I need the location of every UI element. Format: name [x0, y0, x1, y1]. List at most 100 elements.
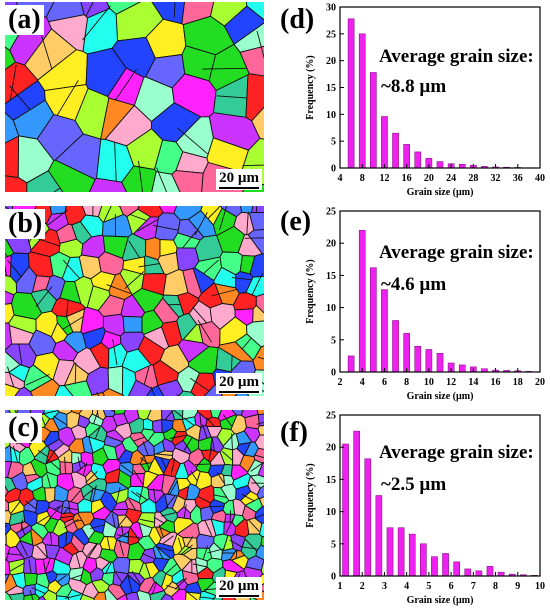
twin-boundary	[136, 218, 160, 232]
y-tick-label: 20	[326, 239, 336, 250]
y-axis-label: Frequency (%)	[305, 259, 316, 324]
twin-boundary	[46, 449, 56, 464]
histogram-bar	[414, 151, 422, 169]
twin-boundary	[254, 513, 264, 520]
twin-boundary	[142, 441, 150, 457]
histogram-svg: 4 8 12 16 20 24 28 32 36 40 0 5 10 15 20 25 30 Grain size…	[305, 3, 545, 199]
scale-bar-a: 20 µm	[216, 169, 262, 190]
twin-boundary	[240, 546, 257, 550]
grain	[251, 206, 264, 214]
twin-boundary	[36, 545, 48, 558]
twin-boundary	[257, 356, 264, 360]
histogram-bar	[358, 230, 366, 373]
histogram-bar	[486, 566, 494, 577]
average-grain-size-value: ~2.5 µm	[381, 474, 447, 495]
twin-boundary	[5, 206, 12, 212]
twin-boundary	[44, 558, 51, 574]
twin-boundary	[242, 164, 264, 167]
twin-boundary	[46, 209, 68, 226]
twin-boundary	[64, 594, 82, 599]
x-tick-label: 8	[360, 173, 365, 184]
x-tick-label: 24	[446, 173, 456, 184]
y-tick-label: 15	[326, 83, 336, 94]
y-tick-label: 25	[326, 207, 336, 218]
x-tick-label: 2	[360, 581, 365, 592]
y-tick-label: 5	[331, 539, 336, 550]
histogram-svg: 2 4 6 8 10 12 14 16 18 20 0 5 10 15 20 25 Grain size (µm…	[305, 207, 545, 403]
twin-boundary	[139, 518, 157, 523]
x-tick-label: 1	[338, 581, 343, 592]
grain	[247, 229, 264, 255]
twin-boundary	[156, 546, 173, 552]
x-tick-label: 36	[513, 173, 523, 184]
panel-label-b: (b)	[5, 209, 46, 239]
histogram-f: 1 2 3 4 5 6 7 8 9 10 0 5 10 15 20 25 Grain size (µm) Freq…	[280, 408, 550, 608]
histogram-bar	[442, 553, 449, 577]
x-tick-label: 6	[449, 581, 454, 592]
twin-boundary	[42, 410, 59, 415]
x-tick-label: 3	[382, 581, 387, 592]
histogram-bar	[414, 345, 422, 373]
grain	[252, 304, 264, 323]
panel-label-a: (a)	[5, 5, 44, 35]
x-tick-label: 10	[424, 377, 434, 388]
histogram-e: 2 4 6 8 10 12 14 16 18 20 0 5 10 15 20 25 Grain size (µm…	[280, 204, 550, 404]
twin-boundary	[10, 562, 25, 572]
y-tick-label: 0	[331, 368, 336, 379]
histogram-bar	[370, 267, 377, 373]
twin-boundary	[29, 590, 34, 600]
average-grain-size-label: Average grain size:	[379, 242, 534, 263]
histogram-bar	[370, 72, 377, 169]
twin-boundary	[199, 412, 202, 430]
grain	[138, 562, 151, 580]
scale-bar-text: 20 µm	[219, 578, 259, 594]
twin-boundary	[251, 482, 264, 484]
scale-bar-line	[219, 187, 259, 189]
x-tick-label: 20	[424, 173, 434, 184]
twin-boundary	[14, 410, 17, 413]
average-grain-size-value: ~4.6 µm	[381, 274, 447, 295]
twin-boundary	[189, 377, 212, 394]
twin-boundary	[85, 471, 98, 484]
y-tick-label: 10	[326, 303, 336, 314]
histogram-bar	[436, 353, 444, 373]
twin-boundary	[92, 485, 97, 502]
plot-frame	[339, 414, 541, 577]
grain	[223, 521, 237, 537]
grain	[178, 390, 197, 396]
x-axis-label: Grain size (µm)	[407, 391, 474, 402]
twin-boundary	[244, 237, 264, 239]
grain	[257, 425, 264, 436]
twin-boundary	[193, 563, 210, 568]
x-axis-label: Grain size (µm)	[407, 187, 474, 198]
histogram-bar	[431, 556, 438, 577]
y-tick-label: 0	[331, 164, 336, 175]
twin-boundary	[247, 519, 260, 532]
x-tick-label: 10	[535, 581, 545, 592]
twin-boundary	[202, 67, 247, 70]
panel-label-f: (f)	[280, 417, 308, 448]
twin-boundary	[6, 553, 24, 556]
x-tick-label: 28	[468, 173, 478, 184]
twin-boundary	[150, 386, 155, 396]
histogram-bar	[381, 116, 388, 169]
twin-boundary	[124, 271, 145, 290]
histogram-svg: 1 2 3 4 5 6 7 8 9 10 0 5 10 15 20 25 Grain size (µm) Freq…	[305, 411, 545, 607]
twin-boundary	[86, 542, 98, 557]
y-tick-label: 10	[326, 507, 336, 518]
twin-boundary	[106, 284, 131, 295]
x-tick-label: 4	[404, 581, 409, 592]
twin-boundary	[256, 421, 264, 425]
twin-boundary	[179, 544, 193, 556]
twin-boundary	[48, 506, 61, 520]
twin-boundary	[138, 160, 143, 192]
twin-boundary	[118, 539, 125, 556]
x-tick-label: 16	[491, 377, 501, 388]
grain	[112, 413, 129, 427]
panel-label-c: (c)	[5, 413, 43, 443]
twin-boundary	[204, 520, 213, 536]
x-tick-label: 16	[402, 173, 412, 184]
twin-boundary	[156, 167, 168, 192]
histogram-bar	[375, 495, 383, 577]
histogram-bar	[381, 289, 388, 373]
